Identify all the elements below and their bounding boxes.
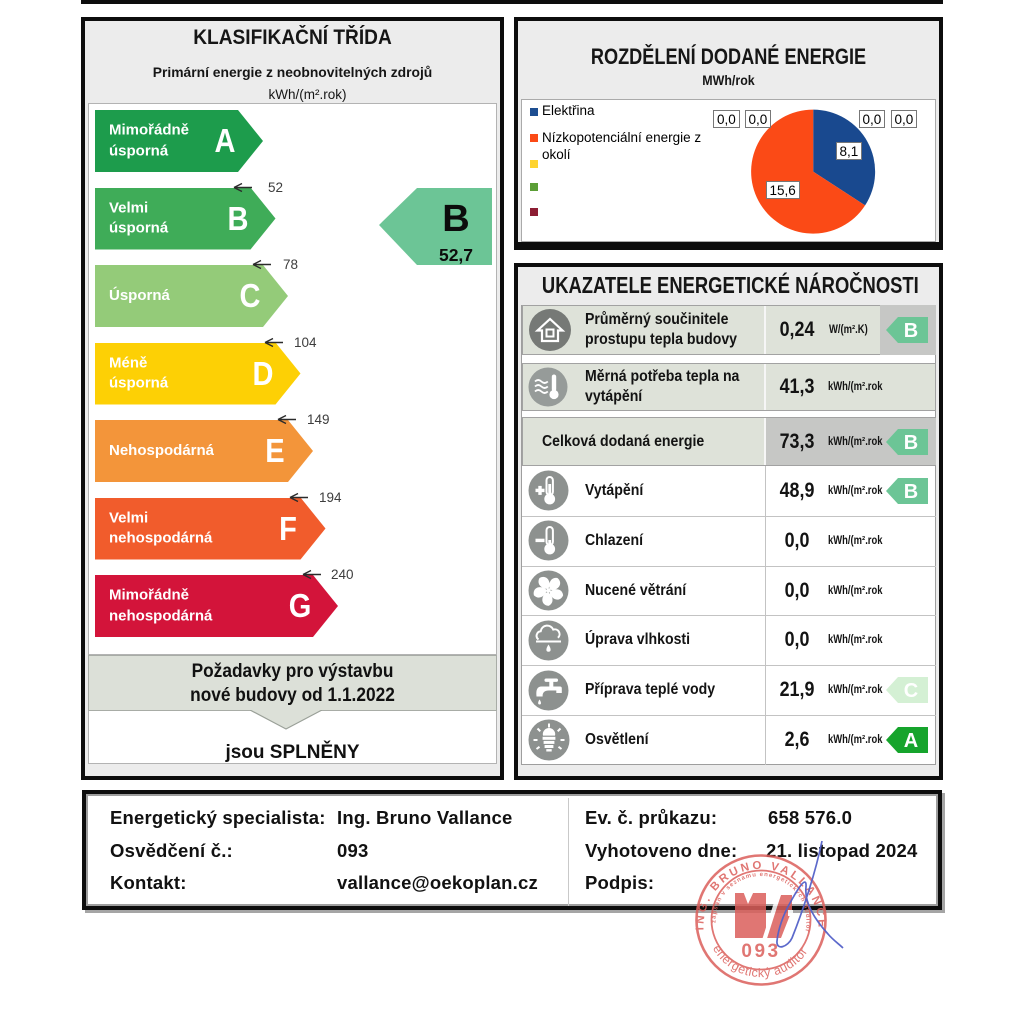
svg-text:B: B (904, 320, 918, 342)
svg-text:52,7: 52,7 (439, 245, 473, 265)
svg-text:B: B (904, 481, 918, 503)
svg-text:A: A (904, 730, 918, 752)
svg-text:B: B (904, 432, 918, 454)
svg-text:C: C (904, 680, 918, 702)
svg-text:093: 093 (741, 941, 780, 962)
svg-text:B: B (442, 198, 469, 240)
